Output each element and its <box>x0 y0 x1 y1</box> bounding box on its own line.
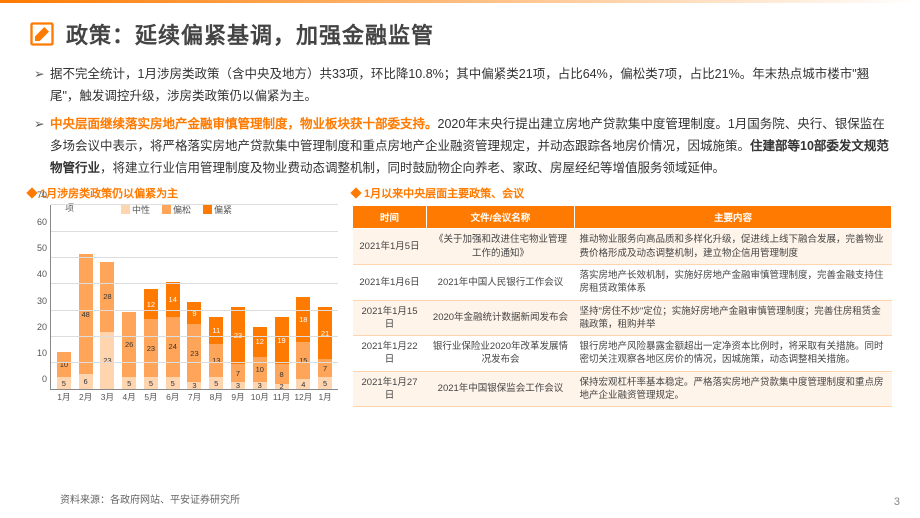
table-caption: 1月以来中央层面主要政策、会议 <box>352 185 892 201</box>
bar-chart: 项 中性偏松偏紧 5101月6482月23283月5264月523125月524… <box>50 205 338 390</box>
page-number: 3 <box>894 496 900 508</box>
policy-table: 时间文件/会议名称主要内容 2021年1月5日《关于加强和改进住宅物业管理工作的… <box>352 205 892 407</box>
bullet-list: ➢ 据不完全统计，1月涉房类政策（含中央及地方）共33项，环比降10.8%；其中… <box>34 64 892 179</box>
bullet-1: 据不完全统计，1月涉房类政策（含中央及地方）共33项，环比降10.8%；其中偏紧… <box>50 64 892 108</box>
page-title: 政策：延续偏紧基调，加强金融监管 <box>66 18 434 50</box>
chart-caption: 1月涉房类政策仍以偏紧为主 <box>28 185 338 201</box>
edit-icon <box>28 20 56 48</box>
bullet-2: 中央层面继续落实房地产金融审慎管理制度，物业板块获十部委支持。2020年末央行提… <box>50 114 892 180</box>
source-note: 资料来源：各政府网站、平安证券研究所 <box>60 491 240 506</box>
